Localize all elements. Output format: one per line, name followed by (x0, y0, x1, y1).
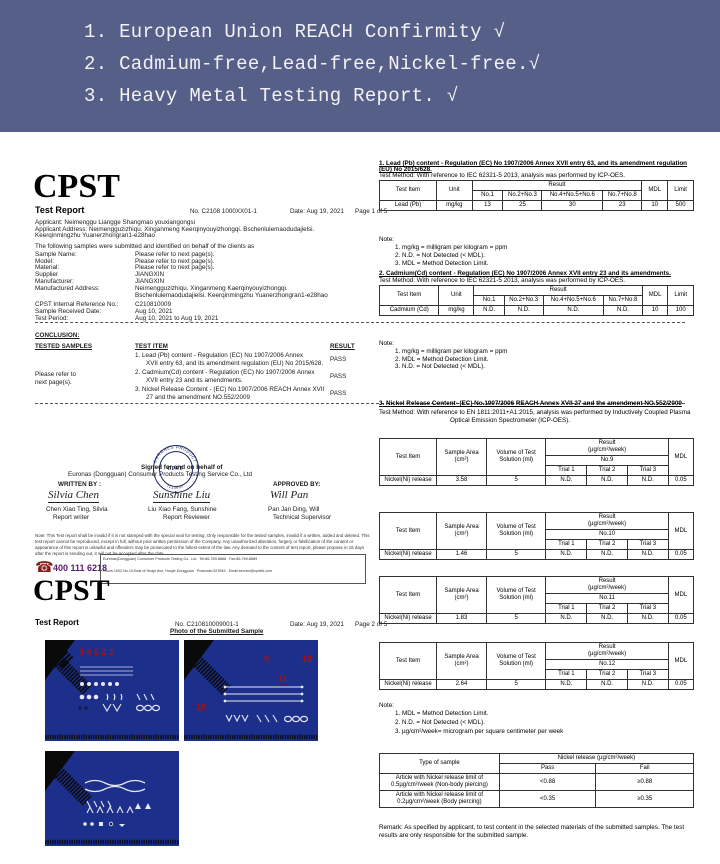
svg-text:EURONES PRODUCT: EURONES PRODUCT (152, 444, 197, 463)
svg-text:10: 10 (196, 702, 206, 712)
svg-text:11: 11 (278, 674, 288, 684)
svg-text:3 4 5 2 1: 3 4 5 2 1 (79, 647, 114, 657)
svg-text:9: 9 (264, 654, 269, 664)
svg-text:12: 12 (302, 654, 312, 664)
